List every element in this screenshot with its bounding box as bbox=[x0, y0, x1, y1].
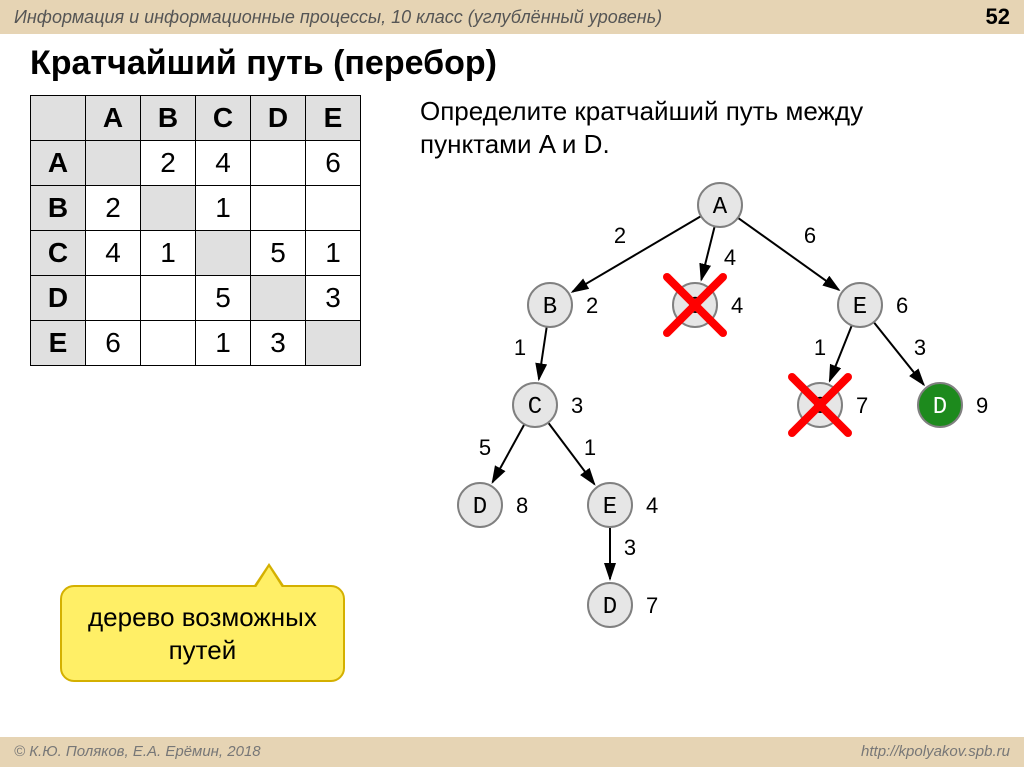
callout-line2: путей bbox=[169, 635, 237, 665]
svg-text:D: D bbox=[603, 594, 617, 621]
cell: 3 bbox=[251, 321, 306, 366]
cell: 6 bbox=[306, 141, 361, 186]
svg-text:3: 3 bbox=[914, 335, 926, 360]
svg-text:5: 5 bbox=[479, 435, 491, 460]
rh-C: C bbox=[31, 231, 86, 276]
svg-text:4: 4 bbox=[646, 493, 658, 518]
th-D: D bbox=[251, 96, 306, 141]
cell: 1 bbox=[196, 186, 251, 231]
tree-svg: 246113513AB2C4E6C3C7D9D8E4D7 bbox=[420, 165, 990, 665]
svg-text:9: 9 bbox=[976, 393, 988, 418]
rh-D: D bbox=[31, 276, 86, 321]
cell bbox=[196, 231, 251, 276]
svg-text:3: 3 bbox=[624, 535, 636, 560]
footer-right: http://kpolyakov.spb.ru bbox=[861, 737, 1010, 767]
cell: 2 bbox=[86, 186, 141, 231]
cell: 4 bbox=[86, 231, 141, 276]
cell bbox=[251, 141, 306, 186]
th-corner bbox=[31, 96, 86, 141]
tree-diagram: 246113513AB2C4E6C3C7D9D8E4D7 bbox=[420, 165, 990, 665]
header-bar: Информация и информационные процессы, 10… bbox=[0, 0, 1024, 34]
page-title: Кратчайший путь (перебор) bbox=[0, 34, 1024, 89]
callout-line1: дерево возможных bbox=[88, 602, 317, 632]
cell bbox=[86, 141, 141, 186]
cell: 5 bbox=[251, 231, 306, 276]
svg-text:2: 2 bbox=[586, 293, 598, 318]
rh-A: A bbox=[31, 141, 86, 186]
svg-text:3: 3 bbox=[571, 393, 583, 418]
cell bbox=[86, 276, 141, 321]
svg-text:7: 7 bbox=[646, 593, 658, 618]
cell: 3 bbox=[306, 276, 361, 321]
breadcrumb: Информация и информационные процессы, 10… bbox=[14, 7, 662, 27]
svg-text:2: 2 bbox=[614, 223, 626, 248]
cell: 6 bbox=[86, 321, 141, 366]
svg-text:6: 6 bbox=[804, 223, 816, 248]
cell bbox=[251, 276, 306, 321]
svg-text:C: C bbox=[528, 394, 542, 421]
page-number: 52 bbox=[986, 0, 1010, 34]
cell: 4 bbox=[196, 141, 251, 186]
svg-text:1: 1 bbox=[814, 335, 826, 360]
svg-text:4: 4 bbox=[731, 293, 743, 318]
svg-text:1: 1 bbox=[514, 335, 526, 360]
footer-left: © К.Ю. Поляков, Е.А. Ерёмин, 2018 bbox=[14, 743, 261, 760]
task-text: Определите кратчайший путь между пунктам… bbox=[420, 95, 980, 160]
svg-text:E: E bbox=[603, 494, 617, 521]
svg-text:4: 4 bbox=[724, 245, 736, 270]
svg-text:E: E bbox=[853, 294, 867, 321]
cell: 1 bbox=[306, 231, 361, 276]
rh-B: B bbox=[31, 186, 86, 231]
cell: 5 bbox=[196, 276, 251, 321]
cell bbox=[141, 321, 196, 366]
cell bbox=[251, 186, 306, 231]
th-C: C bbox=[196, 96, 251, 141]
adjacency-table: A B C D E A 2 4 6 B 2 1 C 4 1 5 1 D 5 bbox=[30, 95, 361, 366]
cell bbox=[141, 276, 196, 321]
svg-text:7: 7 bbox=[856, 393, 868, 418]
cell: 2 bbox=[141, 141, 196, 186]
svg-text:1: 1 bbox=[584, 435, 596, 460]
footer-bar: © К.Ю. Поляков, Е.А. Ерёмин, 2018 http:/… bbox=[0, 737, 1024, 767]
cell: 1 bbox=[141, 231, 196, 276]
callout-box: дерево возможных путей bbox=[60, 585, 345, 682]
cell bbox=[306, 186, 361, 231]
cell bbox=[306, 321, 361, 366]
svg-text:8: 8 bbox=[516, 493, 528, 518]
svg-text:D: D bbox=[473, 494, 487, 521]
svg-text:6: 6 bbox=[896, 293, 908, 318]
svg-text:B: B bbox=[543, 294, 557, 321]
rh-E: E bbox=[31, 321, 86, 366]
cell: 1 bbox=[196, 321, 251, 366]
cell bbox=[141, 186, 196, 231]
th-E: E bbox=[306, 96, 361, 141]
th-B: B bbox=[141, 96, 196, 141]
svg-text:A: A bbox=[713, 194, 728, 221]
content-area: A B C D E A 2 4 6 B 2 1 C 4 1 5 1 D 5 bbox=[0, 95, 1024, 366]
svg-text:D: D bbox=[933, 394, 947, 421]
th-A: A bbox=[86, 96, 141, 141]
